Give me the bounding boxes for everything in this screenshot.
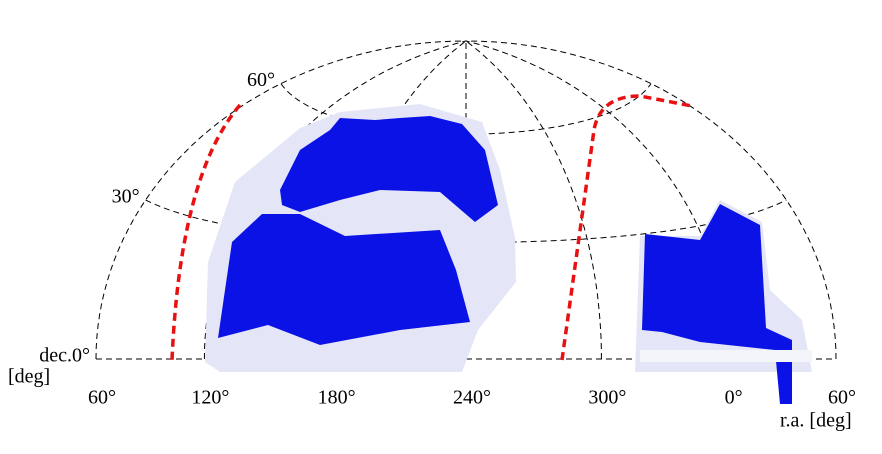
ra-tick-label: 0°: [725, 387, 743, 409]
dec-tick-label: 30°: [112, 186, 140, 208]
ra-tick-label: 180°: [318, 387, 356, 409]
footprint-dense: [642, 204, 792, 404]
footprint-strip: [640, 350, 812, 362]
ra-label: r.a. [deg]: [780, 410, 852, 432]
galactic-plane: [170, 103, 242, 361]
galactic-plane: [560, 94, 693, 361]
grid-line: [465, 40, 837, 360]
footprint-dense: [280, 116, 498, 222]
dec-tick-label: dec.0°: [39, 345, 90, 367]
grid-line: [465, 40, 602, 359]
grid-line: [95, 40, 467, 360]
footprint-right: [635, 200, 812, 404]
ra-tick-label: 300°: [588, 387, 626, 409]
footprint-left: [205, 104, 516, 372]
dec-tick-label: 60°: [247, 69, 275, 91]
ra-tick-label: 60°: [88, 387, 116, 409]
footprint-dense: [218, 214, 470, 345]
grid-line: [465, 40, 729, 360]
ra-tick-label: 240°: [453, 387, 491, 409]
grid-line: [203, 40, 467, 360]
ra-tick-label: 60°: [828, 387, 856, 409]
ra-tick-label: 120°: [191, 387, 229, 409]
dec-unit: [deg]: [8, 366, 50, 388]
axis-labels: [deg] r.a. [deg] dec.0° 30° 60° 60° 120° 180°…: [8, 69, 856, 431]
